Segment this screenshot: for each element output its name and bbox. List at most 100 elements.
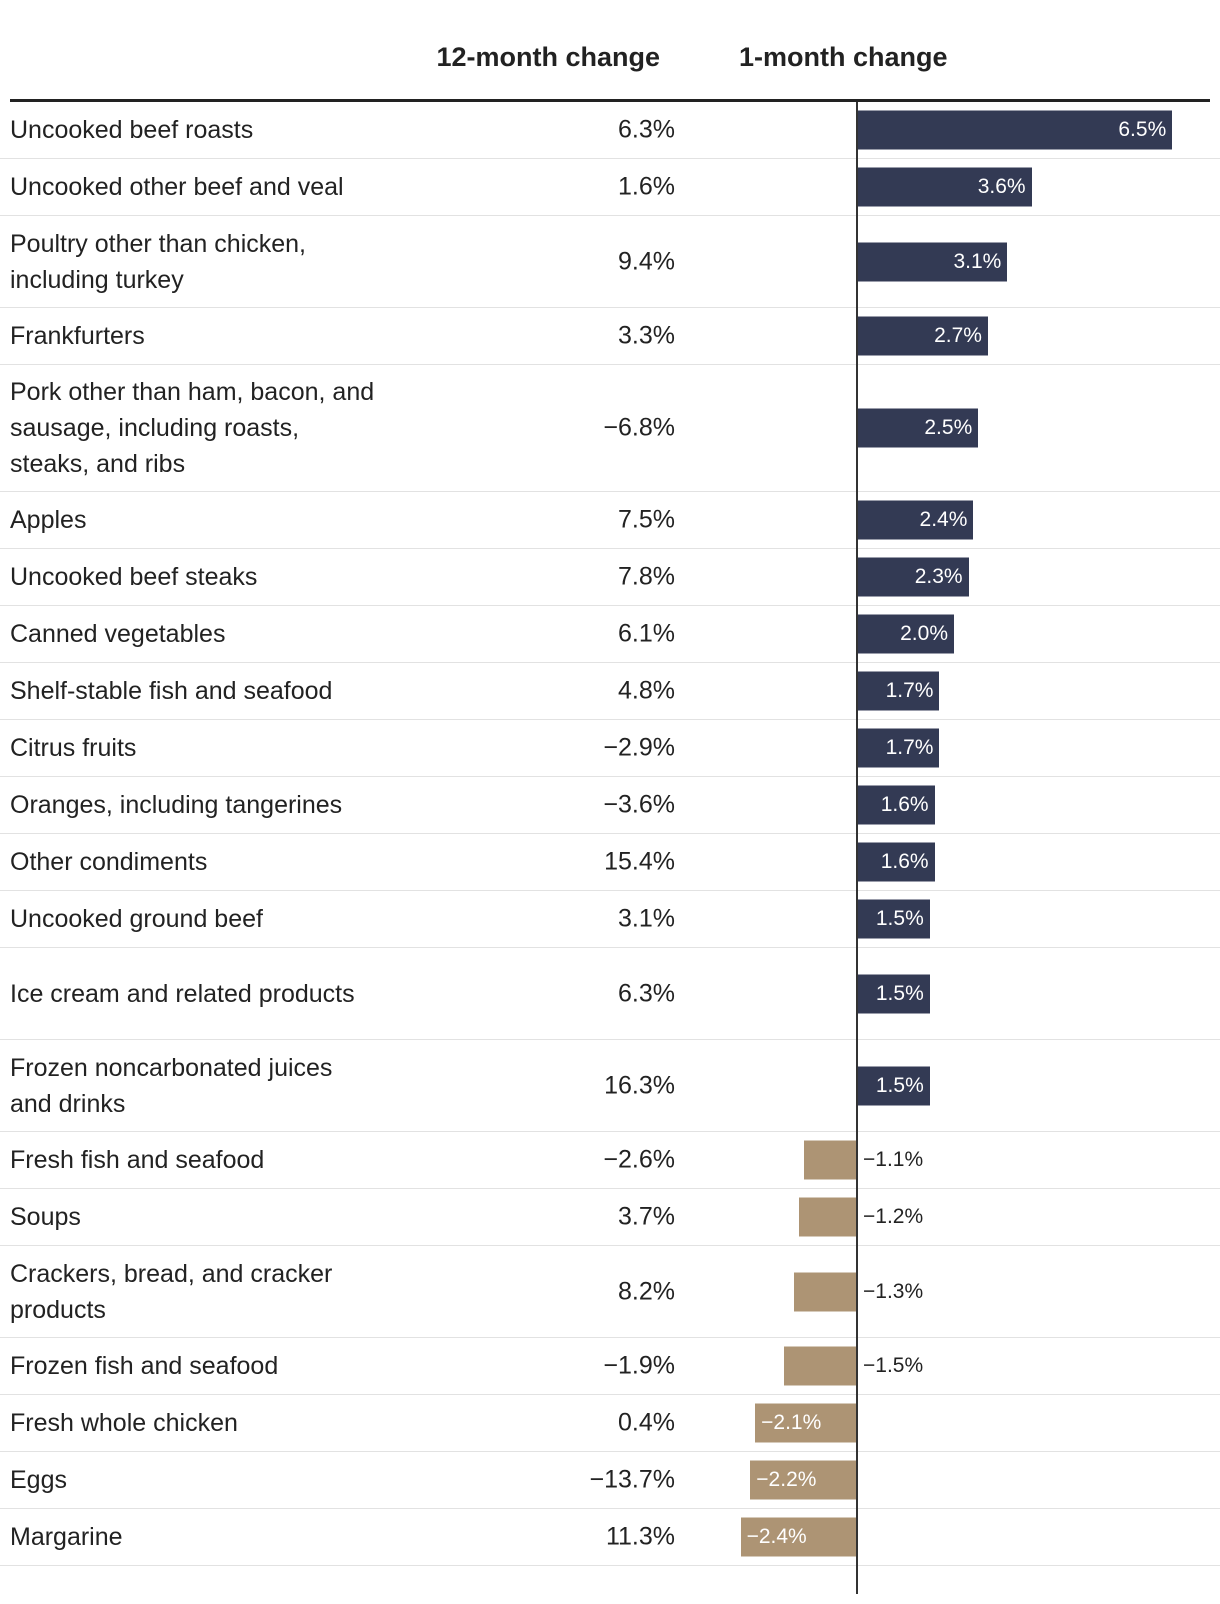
row-label: Apples <box>10 506 87 534</box>
one-month-value-label: −2.1% <box>761 1411 822 1434</box>
one-month-value-label: 6.5% <box>1118 118 1167 141</box>
one-month-value-label: 2.3% <box>914 565 963 588</box>
row-label: Crackers, bread, and cracker products <box>10 1259 333 1324</box>
table-row: Uncooked other beef and veal 1.6% 3.6% <box>0 159 1220 216</box>
twelve-month-value: −13.7% <box>589 1465 676 1494</box>
table-row: Uncooked beef steaks 7.8% 2.3% <box>0 549 1220 606</box>
table-row: Ice cream and related products 6.3% 1.5% <box>0 948 1220 1040</box>
one-month-bar <box>857 785 935 825</box>
one-month-bar <box>755 1403 857 1443</box>
table-row: Fresh whole chicken 0.4% −2.1% <box>0 1395 1220 1452</box>
table-row: Canned vegetables 6.1% 2.0% <box>0 606 1220 663</box>
table-row: Apples 7.5% 2.4% <box>0 492 1220 549</box>
table-row: Eggs −13.7% −2.2% <box>0 1452 1220 1509</box>
header-1-month-change: 1-month change <box>739 42 948 72</box>
row-label: Pork other than ham, bacon, and sausage,… <box>10 378 375 478</box>
twelve-month-value: 4.8% <box>618 676 675 705</box>
twelve-month-value: 6.3% <box>618 979 675 1007</box>
row-label: Fresh whole chicken <box>10 1409 238 1437</box>
row-label: Eggs <box>10 1466 67 1494</box>
row-label: Uncooked ground beef <box>10 905 263 933</box>
table-row: Poultry other than chicken, including tu… <box>0 216 1220 308</box>
row-label: Frozen noncarbonated juices and drinks <box>10 1053 333 1118</box>
one-month-value-label: 3.1% <box>953 249 1002 273</box>
one-month-bar <box>857 1066 930 1105</box>
twelve-month-value: 7.5% <box>618 505 675 534</box>
row-label: Uncooked beef steaks <box>10 563 258 591</box>
one-month-bar <box>857 316 988 356</box>
table-row: Soups 3.7% −1.2% <box>0 1189 1220 1246</box>
row-label: Soups <box>10 1203 81 1231</box>
one-month-value-label: 1.5% <box>875 981 924 1005</box>
one-month-value-label: 2.4% <box>919 508 968 531</box>
table-row: Uncooked beef roasts 6.3% 6.5% <box>0 102 1220 159</box>
table-row: Shelf-stable fish and seafood 4.8% 1.7% <box>0 663 1220 720</box>
table-row: Frozen fish and seafood −1.9% −1.5% <box>0 1338 1220 1395</box>
twelve-month-value: 8.2% <box>618 1277 675 1305</box>
one-month-bar <box>857 671 940 711</box>
row-label: Margarine <box>10 1523 123 1551</box>
one-month-bar <box>750 1460 857 1500</box>
one-month-bar <box>857 614 954 654</box>
one-month-bar <box>803 1140 857 1180</box>
twelve-month-value: 15.4% <box>604 847 675 876</box>
row-label: Ice cream and related products <box>10 979 355 1008</box>
row-label: Oranges, including tangerines <box>10 791 343 819</box>
twelve-month-value: 6.3% <box>618 115 675 144</box>
one-month-value-label: −1.1% <box>863 1148 924 1171</box>
row-label: Other condiments <box>10 848 208 876</box>
table-row: Frozen noncarbonated juices and drinks 16… <box>0 1040 1220 1132</box>
table-row: Frankfurters 3.3% 2.7% <box>0 308 1220 365</box>
twelve-month-value: 3.3% <box>618 321 675 350</box>
table-row: Pork other than ham, bacon, and sausage,… <box>0 365 1220 492</box>
table-row: Other condiments 15.4% 1.6% <box>0 834 1220 891</box>
twelve-month-value: −2.9% <box>603 733 675 762</box>
row-label: Fresh fish and seafood <box>10 1146 265 1174</box>
row-label: Citrus fruits <box>10 734 137 762</box>
one-month-value-label: 1.6% <box>880 850 929 873</box>
row-label: Frankfurters <box>10 322 145 350</box>
one-month-value-label: −2.2% <box>756 1468 817 1491</box>
row-label: Canned vegetables <box>10 620 226 648</box>
row-label: Shelf-stable fish and seafood <box>10 677 333 705</box>
one-month-bar <box>857 974 930 1013</box>
table-row: Crackers, bread, and cracker products 8.2… <box>0 1246 1220 1338</box>
one-month-value-label: 1.5% <box>875 907 924 930</box>
row-label: Uncooked beef roasts <box>10 116 254 144</box>
one-month-value-label: −1.3% <box>863 1279 924 1303</box>
one-month-bar <box>857 728 940 768</box>
one-month-value-label: −2.4% <box>746 1525 807 1548</box>
one-month-bar <box>784 1346 857 1386</box>
row-label: Poultry other than chicken, including tu… <box>10 229 306 294</box>
twelve-month-value: 1.6% <box>618 172 675 201</box>
one-month-bar <box>857 242 1008 281</box>
twelve-month-value: 11.3% <box>605 1522 675 1551</box>
twelve-month-value: −6.8% <box>603 413 675 442</box>
twelve-month-value: 3.7% <box>618 1202 675 1231</box>
one-month-bar <box>857 167 1032 207</box>
twelve-month-value: −1.9% <box>603 1351 675 1380</box>
row-label: Uncooked other beef and veal <box>10 173 344 201</box>
twelve-month-value: −2.6% <box>603 1145 675 1174</box>
twelve-month-value: 7.8% <box>618 562 675 591</box>
header-12-month-change: 12-month change <box>436 42 660 72</box>
one-month-value-label: 2.5% <box>924 416 973 439</box>
twelve-month-value: 16.3% <box>604 1071 675 1099</box>
table-row: Oranges, including tangerines −3.6% 1.6% <box>0 777 1220 834</box>
twelve-month-value: −3.6% <box>603 790 675 819</box>
one-month-bar <box>857 408 979 448</box>
one-month-bar <box>857 842 935 882</box>
one-month-value-label: 3.6% <box>977 175 1026 198</box>
header-rule <box>10 99 1210 102</box>
one-month-bar <box>793 1272 857 1311</box>
one-month-value-label: 2.7% <box>934 324 982 347</box>
one-month-value-label: 1.6% <box>880 793 929 816</box>
one-month-value-label: 1.7% <box>885 736 934 759</box>
twelve-month-value: 3.1% <box>618 904 675 933</box>
table-body: Uncooked beef roasts 6.3% 6.5% Uncooked oth… <box>0 102 1220 1566</box>
one-month-value-label: 2.0% <box>900 622 948 645</box>
table-row: Margarine 11.3% −2.4% <box>0 1509 1220 1566</box>
one-month-bar <box>740 1517 857 1557</box>
zero-axis-line <box>856 102 858 1594</box>
